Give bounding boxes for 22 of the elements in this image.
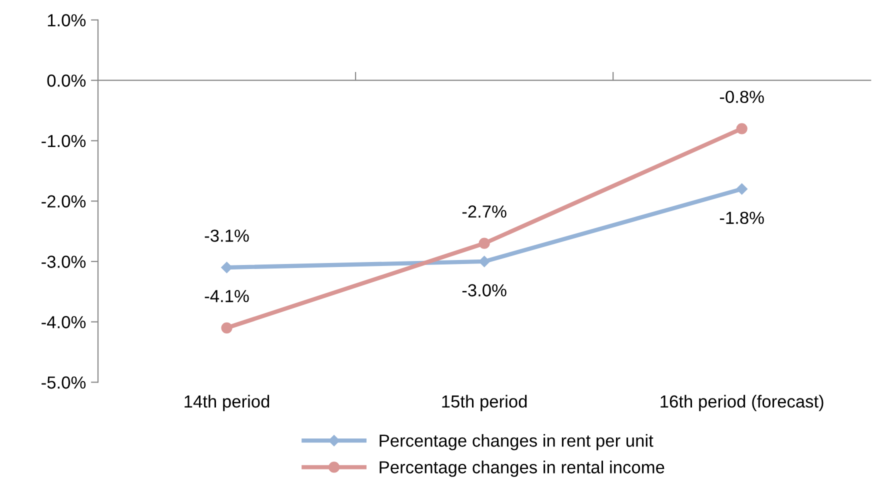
x-tick-label: 15th period [442, 394, 527, 412]
y-tick-label: 1.0% [48, 14, 86, 26]
y-tick-label: -2.0% [42, 195, 86, 208]
data-label: -2.7% [462, 205, 506, 218]
legend-label: Percentage changes in rent per unit [380, 434, 654, 450]
data-label: -3.1% [204, 230, 249, 242]
y-tick-label: -3.0% [42, 256, 86, 268]
x-tick-label: 16th period (forecast) [660, 394, 824, 412]
point [736, 183, 748, 195]
y-tick-label: 0.0% [47, 74, 86, 87]
point [736, 123, 748, 134]
point [221, 322, 232, 334]
legend-label: Percentage changes in rental income [380, 460, 664, 477]
data-label: -3.0% [462, 284, 506, 296]
point [478, 238, 490, 249]
data-label: -1.8% [720, 212, 764, 224]
data-label: -4.1% [204, 290, 249, 302]
data-label: -0.8% [720, 90, 764, 103]
y-tick-label: -4.0% [42, 316, 86, 328]
y-tick-label: -1.0% [42, 134, 86, 148]
y-tick-label: -5.0% [42, 376, 86, 389]
x-tick-label: 14th period [184, 394, 270, 412]
